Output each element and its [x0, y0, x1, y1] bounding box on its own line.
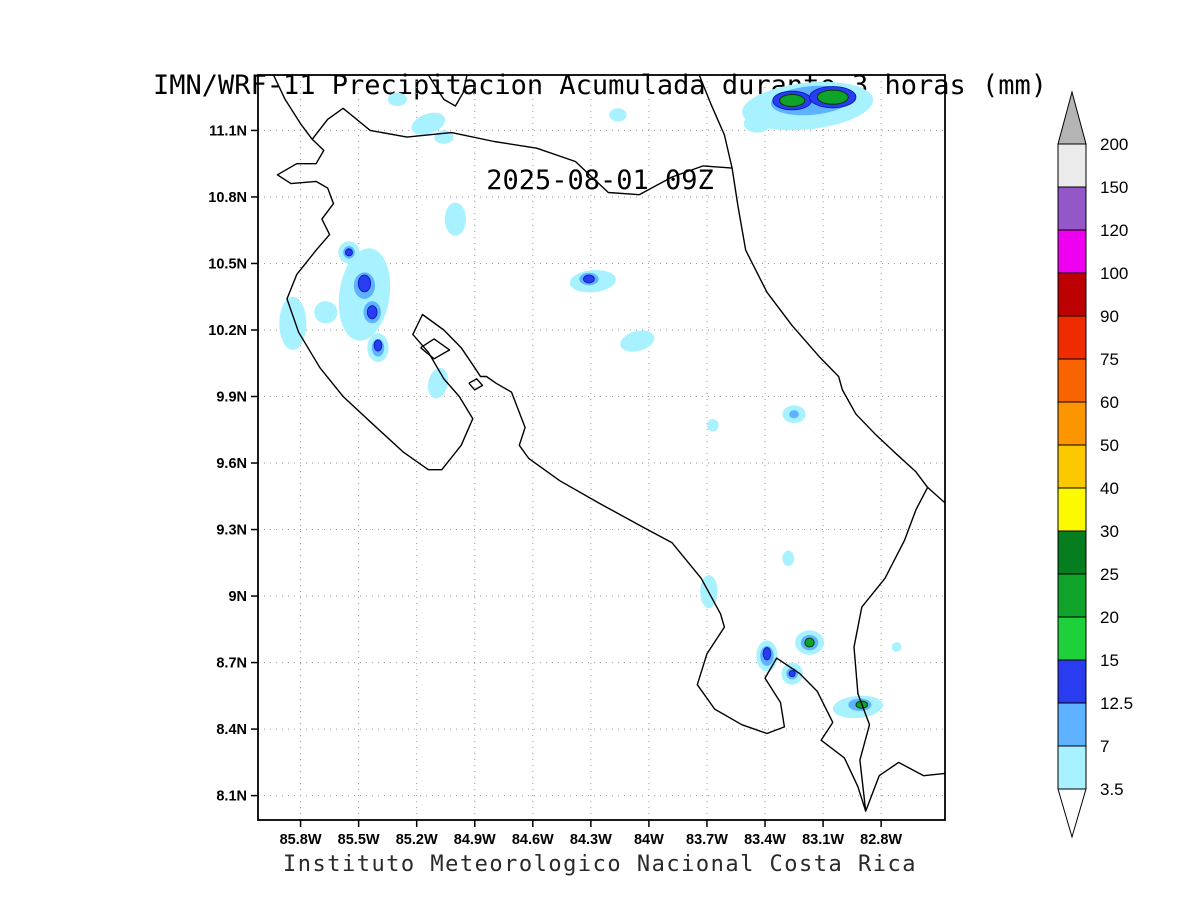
precip-blob [789, 410, 799, 419]
x-tick-label: 82.8W [860, 832, 902, 848]
precip-blob [357, 274, 372, 293]
colorbar-band [1057, 444, 1087, 489]
colorbar-label: 12.5 [1100, 694, 1133, 713]
colorbar-under-arrow [1057, 788, 1087, 839]
colorbar-band [1057, 186, 1087, 231]
colorbar-label: 15 [1100, 651, 1119, 670]
coastline-panama-pacific-coast [865, 761, 945, 812]
precip-blob [314, 301, 338, 324]
coastlines [272, 75, 945, 812]
colorbar-label: 7 [1100, 737, 1109, 756]
colorbar-label: 20 [1100, 608, 1119, 627]
x-tick-label: 84.9W [454, 832, 496, 848]
y-tick-label: 10.2N [208, 323, 247, 339]
precip-blob [373, 339, 383, 352]
precipitation-layer [279, 81, 902, 719]
x-tick-label: 84W [634, 832, 664, 848]
y-tick-label: 10.5N [208, 256, 247, 272]
x-tick-label: 84.3W [570, 832, 612, 848]
x-tick-label: 85.2W [396, 832, 438, 848]
x-tick-label: 83.1W [802, 832, 844, 848]
colorbar-band [1057, 659, 1087, 704]
precip-blob [366, 305, 378, 320]
precip-blob [743, 114, 771, 133]
footer-text: Instituto Meteorologico Nacional Costa R… [282, 852, 918, 877]
precip-blob [706, 419, 719, 432]
colorbar-band [1057, 358, 1087, 403]
y-tick-label: 8.1N [216, 789, 247, 805]
precip-blob [779, 94, 806, 107]
precip-blob [620, 330, 655, 352]
colorbar-label: 40 [1100, 479, 1119, 498]
precip-blob [411, 112, 446, 135]
colorbar-label: 120 [1100, 221, 1128, 240]
y-tick-label: 11.1N [209, 123, 247, 139]
coastline-nicaragua-caribbean-coast [698, 75, 733, 169]
colorbar-band [1057, 573, 1087, 618]
x-tick-label: 85.8W [280, 832, 322, 848]
colorbar-label: 60 [1100, 393, 1119, 412]
precip-blob [279, 296, 307, 350]
x-tick-label: 83.7W [686, 832, 728, 848]
precip-blob [345, 248, 353, 257]
map-canvas: 85.8W 85.5W 85.2W 84.9W 84.6W 84.3W 84W 83.7W 83… [208, 74, 946, 848]
y-tick-label: 9.3N [216, 523, 247, 539]
colorbar-band [1057, 272, 1087, 317]
precip-blob [609, 108, 627, 122]
colorbar-band [1057, 143, 1087, 188]
y-tick-label: 8.4N [216, 722, 247, 738]
coastline-panama-caribbean-coast [927, 486, 945, 504]
colorbar-bands [1057, 143, 1087, 790]
coastline-costa-rica [276, 107, 929, 812]
plot-frame [257, 74, 946, 821]
title-line2: 2025-08-01 09Z [486, 165, 714, 197]
colorbar-label: 30 [1100, 522, 1119, 541]
colorbar-band [1057, 487, 1087, 532]
y-tick-label: 9.6N [216, 456, 247, 472]
colorbar-label: 90 [1100, 307, 1119, 326]
axis-ticks [251, 129, 882, 827]
colorbar: 3.5 7 12.5 15 20 25 30 40 50 60 75 90 100 120 150 200 [1057, 90, 1133, 839]
coastline-isla-chira [420, 338, 451, 360]
y-tick-label: 8.7N [216, 656, 247, 672]
colorbar-label: 25 [1100, 565, 1119, 584]
precip-blob [816, 89, 849, 105]
colorbar-band [1057, 530, 1087, 575]
colorbar-band [1057, 702, 1087, 747]
colorbar-label: 150 [1100, 178, 1128, 197]
precip-blob [583, 274, 595, 284]
axis-labels: 85.8W 85.5W 85.2W 84.9W 84.6W 84.3W 84W 83.7W 83… [208, 123, 902, 848]
precip-blob [444, 202, 467, 236]
x-tick-label: 85.5W [338, 832, 380, 848]
colorbar-label: 75 [1100, 350, 1119, 369]
colorbar-label: 200 [1100, 135, 1128, 154]
y-tick-label: 9N [228, 589, 247, 605]
coastline-isla-san-lucas [468, 378, 484, 391]
precip-blob [762, 647, 772, 661]
precip-blob [782, 550, 795, 567]
colorbar-band [1057, 401, 1087, 446]
coastline-nicaragua-pacific-coast [272, 75, 313, 140]
precip-blob [427, 367, 448, 399]
colorbar-band [1057, 745, 1087, 790]
coastline-lake-nicaragua [427, 75, 468, 107]
colorbar-band [1057, 315, 1087, 360]
colorbar-band [1057, 229, 1087, 274]
precip-blob [891, 642, 902, 652]
y-tick-label: 10.8N [208, 190, 247, 206]
colorbar-over-arrow [1057, 90, 1087, 145]
y-tick-label: 9.9N [216, 390, 247, 406]
x-tick-label: 83.4W [744, 832, 786, 848]
precip-blob [804, 637, 815, 648]
x-tick-label: 84.6W [512, 832, 554, 848]
colorbar-label: 100 [1100, 264, 1128, 283]
precip-blob [788, 670, 796, 678]
colorbar-band [1057, 616, 1087, 661]
colorbar-label: 3.5 [1100, 780, 1124, 799]
precip-blob [387, 92, 408, 107]
colorbar-label: 50 [1100, 436, 1119, 455]
